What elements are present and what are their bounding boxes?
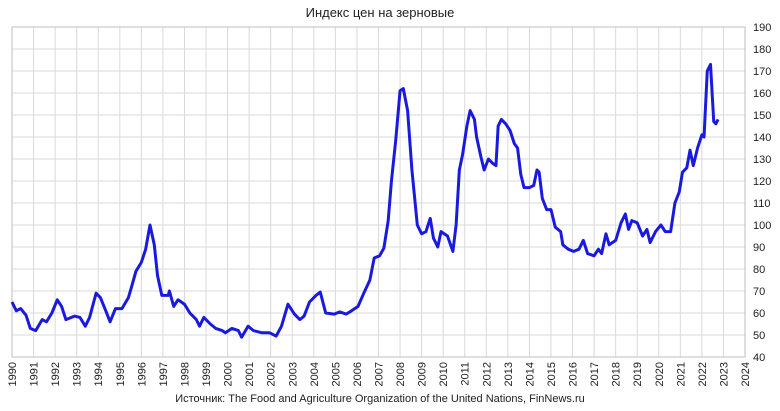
x-tick-label: 1996	[136, 362, 148, 386]
x-tick-label: 2012	[481, 362, 493, 386]
x-tick-label: 1998	[179, 362, 191, 386]
x-tick-label: 2010	[438, 362, 450, 386]
y-tick-label: 70	[753, 286, 765, 298]
x-tick-label: 1993	[72, 362, 84, 386]
x-tick-label: 2016	[568, 362, 580, 386]
x-tick-label: 1999	[201, 362, 213, 386]
y-tick-label: 60	[753, 308, 765, 320]
y-tick-label: 40	[753, 352, 765, 364]
x-tick-label: 2011	[460, 362, 472, 386]
y-tick-label: 130	[753, 154, 771, 166]
y-tick-label: 180	[753, 44, 771, 56]
chart-title: Индекс цен на зерновые	[306, 5, 455, 20]
y-tick-label: 170	[753, 66, 771, 78]
y-tick-label: 110	[753, 198, 771, 210]
x-tick-label: 1991	[29, 362, 41, 386]
plot-frame	[11, 26, 746, 358]
x-tick-label: 2015	[546, 362, 558, 386]
y-tick-label: 190	[753, 22, 771, 34]
x-tick-label: 2022	[697, 362, 709, 386]
x-tick-label: 2024	[740, 362, 752, 386]
x-tick-label: 2021	[675, 362, 687, 386]
x-tick-label: 1992	[50, 362, 62, 386]
x-tick-label: 2007	[374, 362, 386, 386]
x-tick-label: 2002	[266, 362, 278, 386]
source: Источник: The Food and Agriculture Organ…	[175, 393, 585, 405]
x-tick-label: 2019	[632, 362, 644, 386]
y-tick-label: 150	[753, 110, 771, 122]
y-tick-label: 120	[753, 176, 771, 188]
x-tick-label: 2006	[352, 362, 364, 386]
plot	[10, 62, 720, 339]
y-tick-label: 50	[753, 330, 765, 342]
x-tick-label: 2003	[287, 362, 299, 386]
grid: 40 50 60 70 80 90 100 110 120 130 140 150 160 170 180 1…	[7, 22, 771, 386]
x-tick-label: 1997	[158, 362, 170, 386]
y-tick-label: 90	[753, 242, 765, 254]
x-tick-label: 2001	[244, 362, 256, 386]
x-tick-label: 1990	[7, 362, 19, 386]
y-tick-label: 160	[753, 88, 771, 100]
x-tick-label: 2023	[718, 362, 730, 386]
y-tick-label: 80	[753, 264, 765, 276]
x-tick-label: 2000	[223, 362, 235, 386]
x-tick-label: 2005	[330, 362, 342, 386]
y-tick-label: 140	[753, 132, 771, 144]
x-tick-label: 2020	[654, 362, 666, 386]
line	[10, 62, 720, 339]
x-tick-label: 1995	[115, 362, 127, 386]
x-tick-label: 2004	[309, 362, 321, 386]
x-tick-label: 2009	[417, 362, 429, 386]
x-tick-label: 2014	[524, 362, 536, 386]
y-tick-label: 100	[753, 220, 771, 232]
x-tick-label: 2017	[589, 362, 601, 386]
x-tick-label: 1994	[93, 362, 105, 386]
x-tick-label: 2013	[503, 362, 515, 386]
x-tick-label: 2008	[395, 362, 407, 386]
x-tick-label: 2018	[611, 362, 623, 386]
